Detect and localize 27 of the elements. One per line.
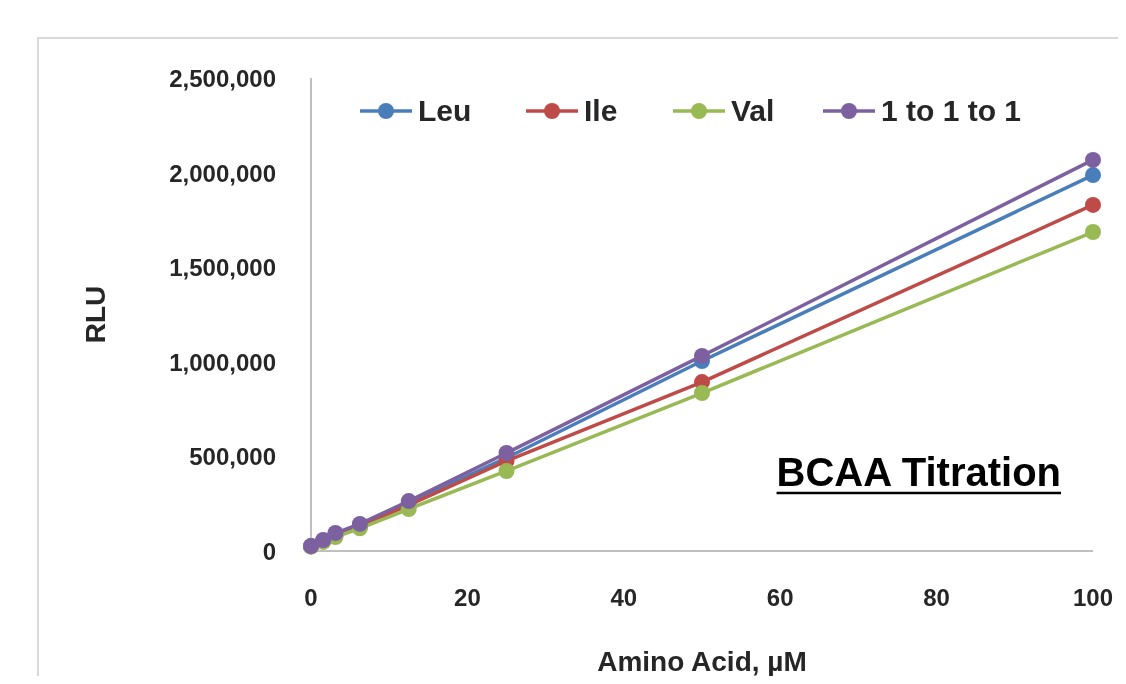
y-tick-label: 1,500,000 [169,254,276,282]
x-tick-label: 80 [923,584,950,611]
legend-label: Ile [584,94,618,127]
point [1085,224,1101,241]
y-tick-label: 2,000,000 [169,159,276,187]
point [498,444,515,461]
x-tick-label: 100 [1072,584,1114,611]
x-tick-label: 40 [610,584,638,611]
y-axis-title: RLU [80,285,111,344]
x-tick-label: 60 [766,584,794,611]
point [1085,167,1101,184]
annotation: BCAA Titration [776,450,1061,494]
point [694,347,710,364]
y-tick-label: 1,000,000 [169,348,276,376]
x-tick-label: 0 [304,584,318,611]
x-tick-label: 20 [454,584,481,611]
legend-label: Val [731,94,775,127]
point [1085,196,1101,213]
legend-label: Leu [418,94,472,127]
y-tick-label: 500,000 [189,443,276,471]
point [1085,151,1101,168]
point [498,462,515,479]
point [694,385,710,402]
y-tick-label: 2,500,000 [169,65,276,92]
legend-label: 1 to 1 to 1 [881,94,1022,127]
y-tick-label: 0 [262,538,276,565]
x-axis-title: Amino Acid, µM [597,646,807,677]
